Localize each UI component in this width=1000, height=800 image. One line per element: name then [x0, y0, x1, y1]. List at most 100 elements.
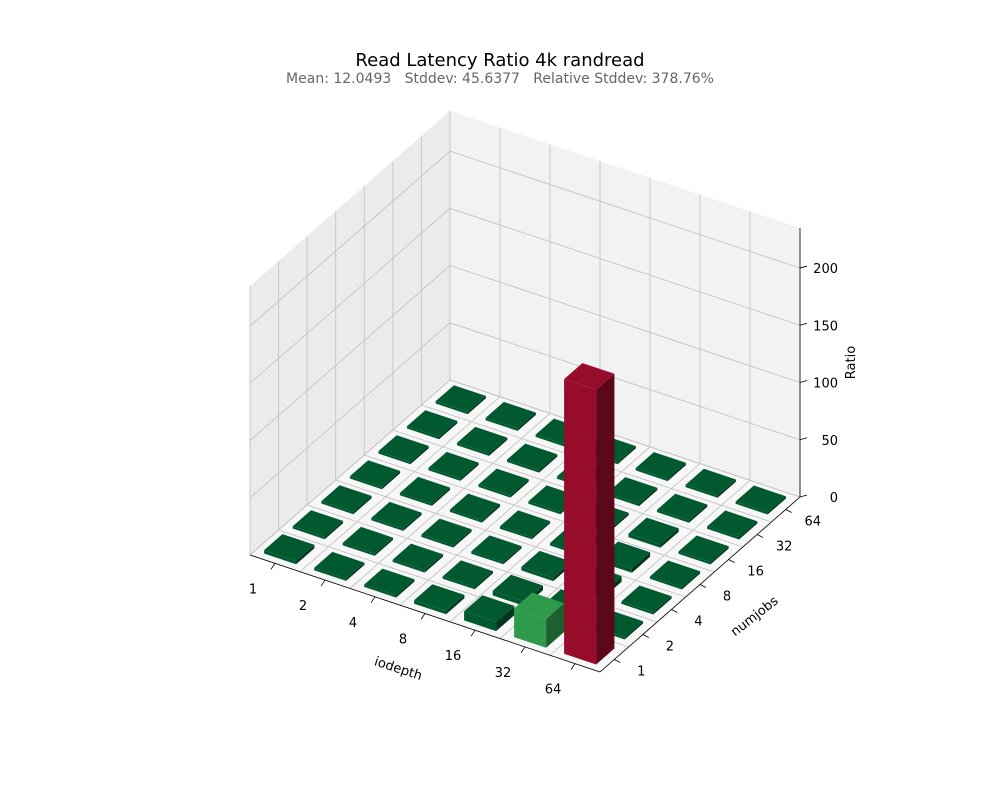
- bar-face-side: [460, 462, 479, 481]
- bar-face-front: [407, 426, 439, 440]
- bar: [678, 535, 729, 565]
- z-tick-label: 150: [813, 319, 838, 334]
- bar-face-top: [457, 426, 508, 454]
- bar: [707, 510, 758, 540]
- bar-face-front: [521, 566, 554, 582]
- bar-face-side: [396, 579, 415, 598]
- bar-face-side: [517, 412, 536, 431]
- bar-face-top: [649, 560, 701, 588]
- y-tick-label: 32: [776, 540, 793, 555]
- bar: [685, 468, 736, 498]
- bar-face-top: [428, 451, 479, 479]
- bar: [628, 517, 679, 548]
- chart-title: Read Latency Ratio 4k randread: [355, 50, 645, 71]
- bar: [407, 410, 458, 440]
- z-tick: [799, 494, 808, 498]
- bar: [635, 452, 686, 482]
- bar-face-top: [464, 595, 515, 622]
- bar: [507, 443, 558, 473]
- bar-face-side: [681, 571, 701, 590]
- bar-face-top: [435, 385, 486, 412]
- grid-line-z: [249, 150, 801, 327]
- bar-face-front: [514, 608, 547, 648]
- bar-face-top: [735, 485, 786, 513]
- bar-face-front: [657, 509, 689, 523]
- bar-face-side: [446, 594, 465, 615]
- z-tick: [799, 437, 808, 441]
- bar-face-top: [321, 485, 372, 512]
- bar: [421, 518, 472, 548]
- bar-face-side: [439, 420, 458, 440]
- bar-face-front: [349, 476, 382, 490]
- y-tick-label: 1: [637, 665, 645, 680]
- bar: [342, 526, 393, 556]
- bar-face-front: [564, 379, 597, 665]
- bar-face-front: [478, 484, 511, 498]
- bar-face-front: [264, 550, 297, 565]
- bar: [392, 543, 443, 573]
- bar-face-side: [653, 596, 672, 615]
- bar-face-top: [449, 493, 501, 521]
- bar: [485, 401, 536, 431]
- bar-face-side: [503, 546, 522, 565]
- bar-face-front: [342, 542, 375, 556]
- bar-face-front: [428, 467, 461, 481]
- x-tick-label: 2: [299, 599, 307, 614]
- grid-line-z: [249, 264, 801, 441]
- bar-face-front: [492, 590, 525, 607]
- bar-face-front: [321, 501, 354, 515]
- bar-face-side: [667, 462, 686, 482]
- y-tick: [699, 584, 707, 588]
- bar-face-front: [371, 517, 404, 531]
- x-tick: [470, 629, 476, 637]
- bar-face-top: [407, 410, 458, 437]
- bar-face-front: [457, 442, 489, 456]
- bar-face-front: [449, 509, 482, 523]
- chart-subtitle: Mean: 12.0493 Stddev: 45.6377 Relative S…: [286, 71, 714, 87]
- bar-face-top: [292, 510, 343, 537]
- bar-face-front: [499, 526, 532, 540]
- bar-face-top: [378, 435, 429, 462]
- bar: [314, 551, 365, 581]
- x-tick: [370, 596, 376, 604]
- grid-line-z: [249, 207, 801, 384]
- bar-face-front: [364, 584, 397, 598]
- z-axis-label: Ratio: [844, 346, 859, 379]
- pane-back: [450, 111, 800, 497]
- y-tick: [671, 609, 678, 613]
- bar-face-top: [371, 501, 422, 529]
- bar-face-top: [657, 493, 708, 521]
- bar-face-top: [421, 518, 472, 546]
- bar-face-top: [399, 476, 451, 504]
- bar-face-side: [424, 554, 443, 573]
- bar-face-side: [467, 395, 486, 415]
- bar-face-side: [403, 512, 422, 531]
- grid-line-z: [249, 322, 801, 499]
- bar-face-front: [292, 526, 325, 540]
- x-tick-label: 16: [445, 649, 462, 664]
- x-axis-label: iodepth: [372, 654, 424, 684]
- bars: [264, 363, 786, 665]
- y-tick-label: 16: [747, 565, 764, 580]
- bar-face-top: [392, 543, 443, 571]
- bar: [399, 476, 451, 506]
- tick-labels: 1 2 4 8 16 32 64 1 2 4 8 16 32 64 0 50 100 150 200: [249, 262, 838, 698]
- y-tick-label: 64: [804, 515, 821, 530]
- bar: [435, 385, 486, 415]
- bar-face-front: [471, 551, 504, 565]
- bar-face-front: [685, 484, 718, 498]
- bar: [621, 585, 672, 615]
- bar-face-top: [485, 401, 536, 429]
- x-tick-label: 8: [399, 633, 407, 648]
- y-tick: [728, 559, 735, 563]
- bar-face-top: [621, 585, 672, 613]
- bar: [371, 501, 422, 531]
- z-tick: [799, 322, 808, 326]
- bar-face-front: [435, 401, 468, 415]
- bar-face-front: [507, 459, 539, 473]
- y-tick-label: 4: [694, 615, 702, 630]
- bar-face-side: [689, 504, 708, 523]
- bar-face-front: [535, 434, 568, 448]
- bar: [657, 493, 708, 523]
